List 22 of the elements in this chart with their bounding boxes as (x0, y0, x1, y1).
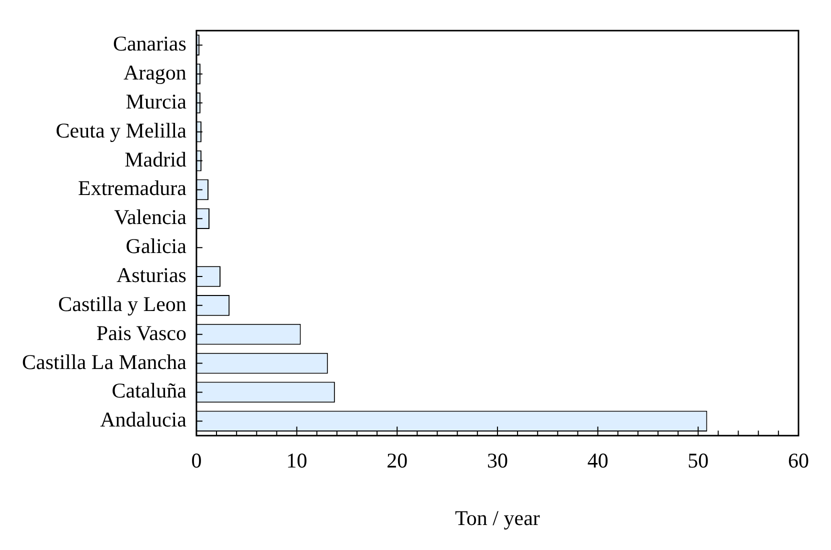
y-tick-label: Canarias (112, 32, 186, 56)
y-tick-label: Murcia (126, 89, 188, 114)
y-tick-label: Galicia (126, 234, 188, 258)
y-tick-label: Extremadura (78, 176, 188, 200)
x-tick-label: 0 (191, 448, 202, 473)
x-tick-label: 30 (486, 448, 508, 473)
y-tick-label: Ceuta y Melilla (56, 118, 188, 142)
x-tick-label: 10 (286, 448, 308, 473)
x-tick-label: 50 (688, 448, 709, 473)
y-tick-label: Castilla La Mancha (22, 350, 188, 374)
y-tick-label: Castilla y Leon (58, 292, 187, 316)
y-tick-label: Cataluña (112, 378, 188, 403)
x-axis-title: Ton / year (455, 506, 540, 530)
y-tick-label: Pais Vasco (96, 320, 186, 345)
x-tick-label: 60 (788, 448, 809, 473)
y-tick-label: Aragon (123, 60, 187, 85)
x-tick-label: 40 (587, 448, 608, 473)
y-tick-label: Madrid (124, 147, 187, 172)
y-tick-label: Andalucia (100, 408, 188, 432)
y-tick-label: Valencia (114, 205, 188, 230)
y-tick-label: Asturias (116, 263, 186, 288)
x-tick-label: 20 (386, 448, 408, 473)
